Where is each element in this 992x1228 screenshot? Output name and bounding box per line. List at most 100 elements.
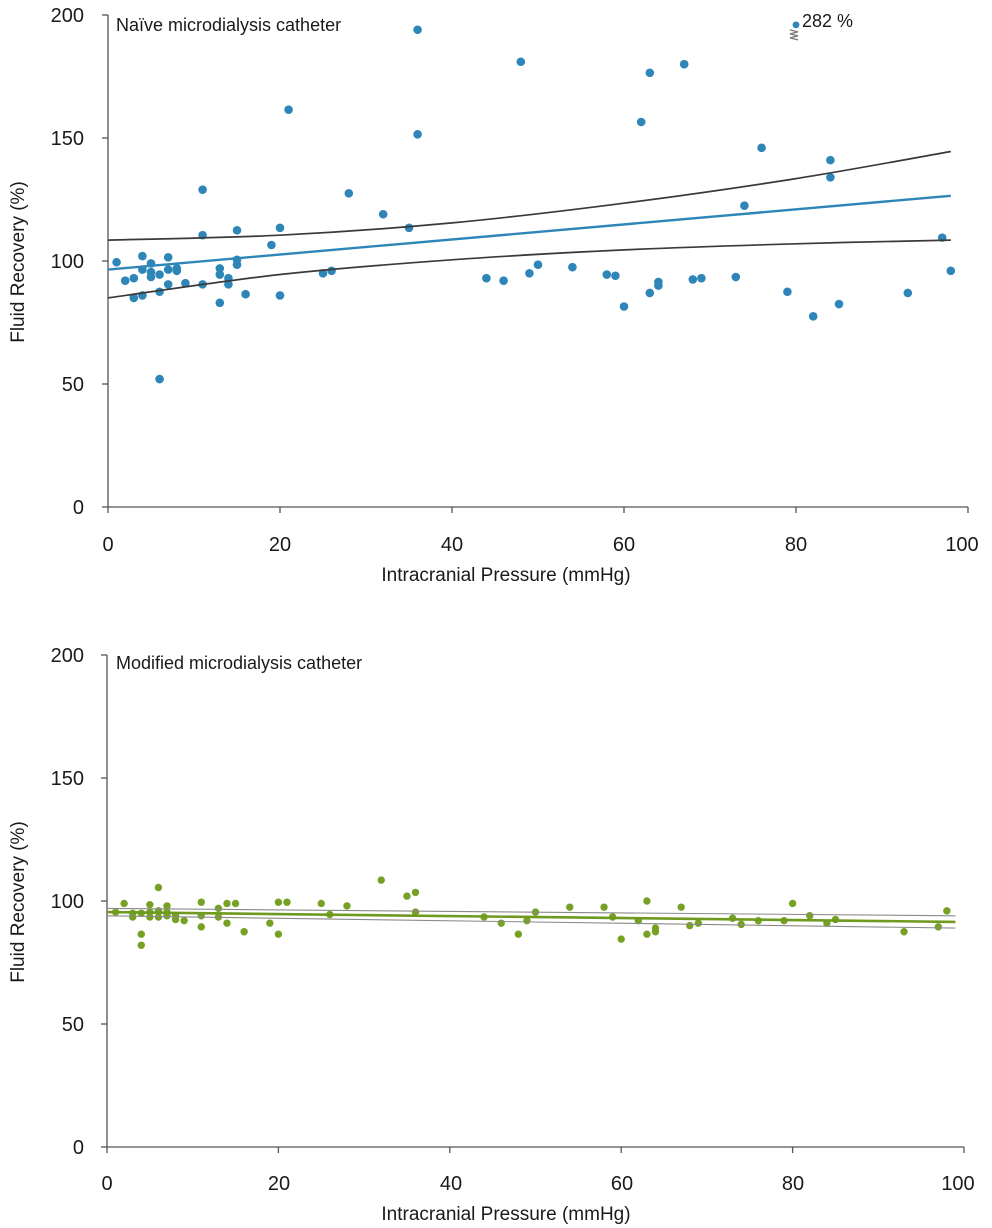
modified-data-point: [214, 904, 223, 913]
naive-data-point: [413, 25, 422, 35]
naive-data-point: [181, 278, 190, 288]
naive-y-axis-title: Fluid Recovery (%): [8, 181, 29, 343]
modified-data-point: [617, 935, 625, 943]
modified-data-point: [694, 919, 703, 927]
modified-data-point: [274, 930, 283, 938]
modified-data-point: [943, 907, 951, 915]
naive-data-point: [163, 265, 173, 274]
naive-data-point: [404, 223, 414, 233]
naive-x-tick-40: 40: [441, 534, 463, 556]
naive-outlier-label: 282 %: [802, 11, 853, 31]
modified-data-point: [223, 919, 231, 927]
modified-data-point: [643, 930, 651, 938]
naive-data-point: [129, 293, 139, 303]
modified-data-point: [806, 912, 814, 920]
modified-data-point: [231, 899, 240, 908]
modified-data-point: [266, 919, 274, 927]
modified-data-point: [377, 876, 385, 884]
modified-plot-marks: [101, 654, 965, 1153]
modified-data-point: [137, 941, 145, 949]
naive-data-point: [679, 59, 689, 69]
naive-data-point: [602, 270, 612, 279]
naive-data-point: [533, 260, 543, 269]
naive-data-point: [568, 262, 577, 272]
modified-data-point: [317, 899, 325, 908]
naive-data-point: [138, 251, 147, 261]
modified-regression-line: [106, 910, 956, 924]
modified-x-tick-20: 20: [268, 1173, 290, 1195]
modified-data-point: [146, 900, 154, 909]
modified-ci-lower-line: [106, 915, 956, 929]
naive-data-point: [636, 117, 646, 127]
modified-data-point: [566, 903, 574, 911]
naive-data-point: [241, 289, 250, 299]
naive-data-point: [619, 302, 629, 311]
naive-x-tick-100: 100: [945, 534, 978, 556]
modified-data-point: [163, 902, 171, 910]
naive-data-point: [688, 275, 698, 284]
modified-x-tick-100: 100: [941, 1173, 974, 1195]
naive-data-point: [146, 267, 156, 277]
naive-data-point: [378, 209, 388, 219]
naive-data-point: [172, 264, 182, 273]
naive-data-point: [740, 201, 749, 210]
naive-data-point: [120, 276, 130, 285]
naive-x-tick-20: 20: [269, 534, 291, 556]
naive-data-point: [129, 273, 139, 283]
modified-data-point: [934, 923, 942, 931]
modified-data-point: [137, 930, 145, 938]
modified-data-point: [129, 913, 137, 921]
naive-data-point: [525, 269, 534, 278]
naive-data-point: [413, 130, 422, 139]
naive-data-point: [903, 288, 913, 298]
modified-data-point: [274, 898, 283, 906]
modified-data-point: [643, 897, 651, 905]
naive-data-point: [155, 374, 164, 384]
modified-data-point: [497, 919, 505, 927]
modified-chart-panel: 0 50 100 150 200 0 20 40 60 80 100 Intra…: [8, 645, 975, 1225]
modified-data-point: [411, 888, 420, 897]
modified-data-point: [900, 928, 908, 936]
modified-data-point: [677, 903, 685, 911]
naive-chart-panel: 0 50 100 150 200 0 20 40 60 80 100 Intra…: [8, 5, 979, 586]
naive-data-point: [232, 260, 242, 269]
naive-data-point: [112, 257, 121, 267]
modified-x-tick-80: 80: [782, 1173, 804, 1195]
naive-data-point: [198, 185, 207, 194]
naive-data-point: [826, 173, 835, 182]
modified-y-tick-200: 200: [51, 645, 84, 667]
naive-x-tick-60: 60: [613, 534, 635, 556]
naive-data-point: [275, 223, 285, 233]
naive-data-point: [163, 280, 173, 289]
modified-y-axis-title: Fluid Recovery (%): [8, 821, 29, 983]
modified-data-point: [403, 892, 411, 900]
modified-data-point: [240, 928, 248, 936]
naive-y-tick-100: 100: [51, 251, 84, 273]
modified-data-point: [197, 898, 205, 906]
naive-data-point: [697, 273, 706, 283]
naive-data-point: [215, 270, 225, 279]
modified-data-point: [788, 899, 797, 908]
naive-plot-marks: [102, 14, 969, 513]
modified-y-tick-50: 50: [62, 1014, 84, 1036]
naive-data-point: [645, 288, 655, 298]
naive-data-point: [275, 291, 285, 300]
modified-y-tick-150: 150: [51, 768, 84, 790]
modified-data-point: [343, 902, 351, 910]
modified-data-point: [120, 899, 128, 908]
naive-data-point: [267, 240, 276, 250]
naive-data-point: [611, 271, 620, 281]
naive-x-tick-80: 80: [785, 534, 807, 556]
naive-data-point: [757, 143, 766, 153]
naive-data-point: [516, 57, 526, 67]
modified-x-axis-title: Intracranial Pressure (mmHg): [381, 1204, 630, 1225]
modified-x-tick-0: 0: [101, 1173, 112, 1195]
naive-panel-title: Naïve microdialysis catheter: [116, 15, 341, 35]
naive-y-tick-150: 150: [51, 128, 84, 150]
naive-y-tick-0: 0: [73, 497, 84, 519]
naive-data-point: [783, 287, 792, 297]
naive-data-point: [826, 155, 835, 165]
naive-data-point: [344, 189, 354, 198]
modified-data-point: [737, 920, 745, 929]
naive-data-point: [232, 225, 242, 235]
